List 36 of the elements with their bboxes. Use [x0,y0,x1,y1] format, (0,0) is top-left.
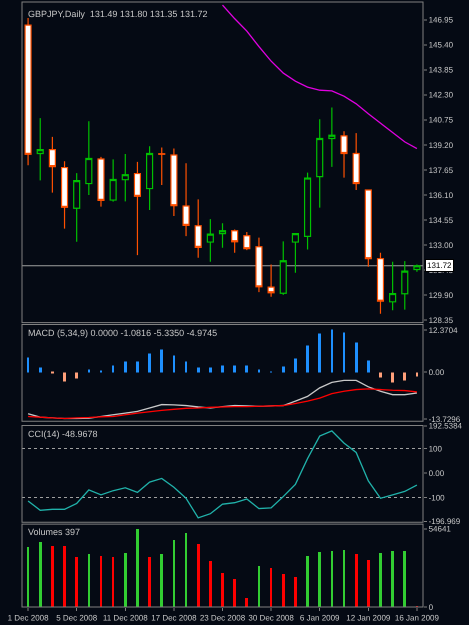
y-tick-label: 139.20 [428,140,454,150]
y-tick-label: 133.00 [428,240,454,250]
x-tick-label: 11 Dec 2008 [102,614,148,623]
y-tick-label: 134.55 [428,216,454,225]
y-tick-label: -196.969 [428,517,461,526]
x-tick-label: 23 Dec 2008 [200,614,246,623]
x-tick-label: 5 Dec 2008 [56,614,98,623]
y-tick-label: 54641 [428,524,452,534]
y-tick-label: 137.65 [428,166,454,175]
ref-line-label: 131.72 [427,261,452,270]
y-tick-label: 143.85 [428,66,454,75]
chart-title: MACD (5,34,9) 0.0000 -1.0816 -5.3350 -4.9745 [28,328,218,338]
y-tick-label: 145.40 [428,40,454,50]
y-tick-label: 0.00 [428,468,445,478]
y-tick-label: -13.7296 [428,414,461,424]
y-tick-label: 140.75 [428,116,454,125]
x-tick-label: 16 Jan 2009 [394,614,440,623]
x-tick-label: 12 Jan 2009 [346,614,391,623]
y-tick-label: 192.5384 [428,422,463,431]
x-tick-label: 6 Jan 2009 [300,614,340,623]
x-tick-label: 17 Dec 2008 [151,614,198,623]
y-tick-label: 0.00 [428,368,445,377]
text: GBPJPY,Daily 131.49 131.80 131.35 131.72 [28,9,208,19]
y-tick-label: 128.35 [428,316,454,326]
y-tick-label: 129.90 [428,290,454,300]
x-tick-label: 1 Dec 2008 [8,614,50,623]
x-tick-label: 30 Dec 2008 [248,614,294,623]
chart-title: Volumes 397 [28,527,80,537]
y-tick-label: 146.95 [428,16,454,25]
y-tick-label: 0 [428,602,434,612]
y-tick-label: 12.3704 [428,326,458,335]
y-tick-label: 100 [428,444,442,454]
y-tick-label: -100 [428,493,446,502]
chart-title: CCI(14) -48.9678 [28,429,98,439]
y-tick-label: 142.30 [428,90,454,100]
y-tick-label: 136.10 [428,190,454,200]
